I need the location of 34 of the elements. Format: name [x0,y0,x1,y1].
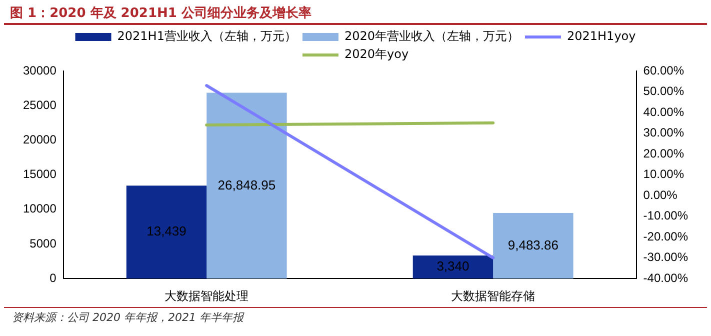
bar [206,92,287,279]
y2-tick-label: -30.00% [643,250,688,264]
y-tick-label: 10000 [22,202,57,216]
y2-tick-label: 60.00% [643,63,684,78]
y2-tick-label: 30.00% [643,126,684,140]
y2-tick-label: 10.00% [643,167,684,182]
data-label: 3,340 [436,258,470,274]
text: 资料来源：公司 2020 年年报，2021 年半年报 [4,307,707,327]
y-tick-label: 5000 [30,236,57,250]
data-label: 13,439 [146,224,186,239]
y2-tick-label: -40.00% [643,270,688,285]
y-tick-label: 0 [50,270,57,285]
y-tick-label: 25000 [22,98,57,112]
data-label: 26,848.95 [218,177,276,192]
legend-label: 2020年营业收入（左轴，万元） [344,29,520,44]
legend-label: 2020年yoy [344,47,409,62]
y-tick-label: 15000 [22,167,57,182]
y2-tick-label: 20.00% [643,146,684,160]
y2-tick-label: 40.00% [643,104,684,119]
bar [493,212,574,279]
x-tick-label: 大数据智能处理 [164,289,249,304]
y-tick-label: 20000 [22,132,57,147]
y-tick-label: 30000 [22,63,57,78]
x-tick-label: 大数据智能存储 [451,289,536,304]
y2-tick-label: -10.00% [643,208,688,223]
data-label: 9,483.86 [508,237,558,252]
chart-title: 图 1：2020 年及 2021H1 公司细分业务及增长率 [4,0,707,25]
bar [126,186,207,279]
legend-label: 2021H1yoy [566,29,636,44]
y2-tick-label: 50.00% [643,84,684,98]
y2-tick-label: 0.00% [643,188,678,202]
legend-label: 2021H1营业收入（左轴，万元） [117,29,296,44]
y2-tick-label: -20.00% [643,229,688,244]
bar [412,255,494,279]
